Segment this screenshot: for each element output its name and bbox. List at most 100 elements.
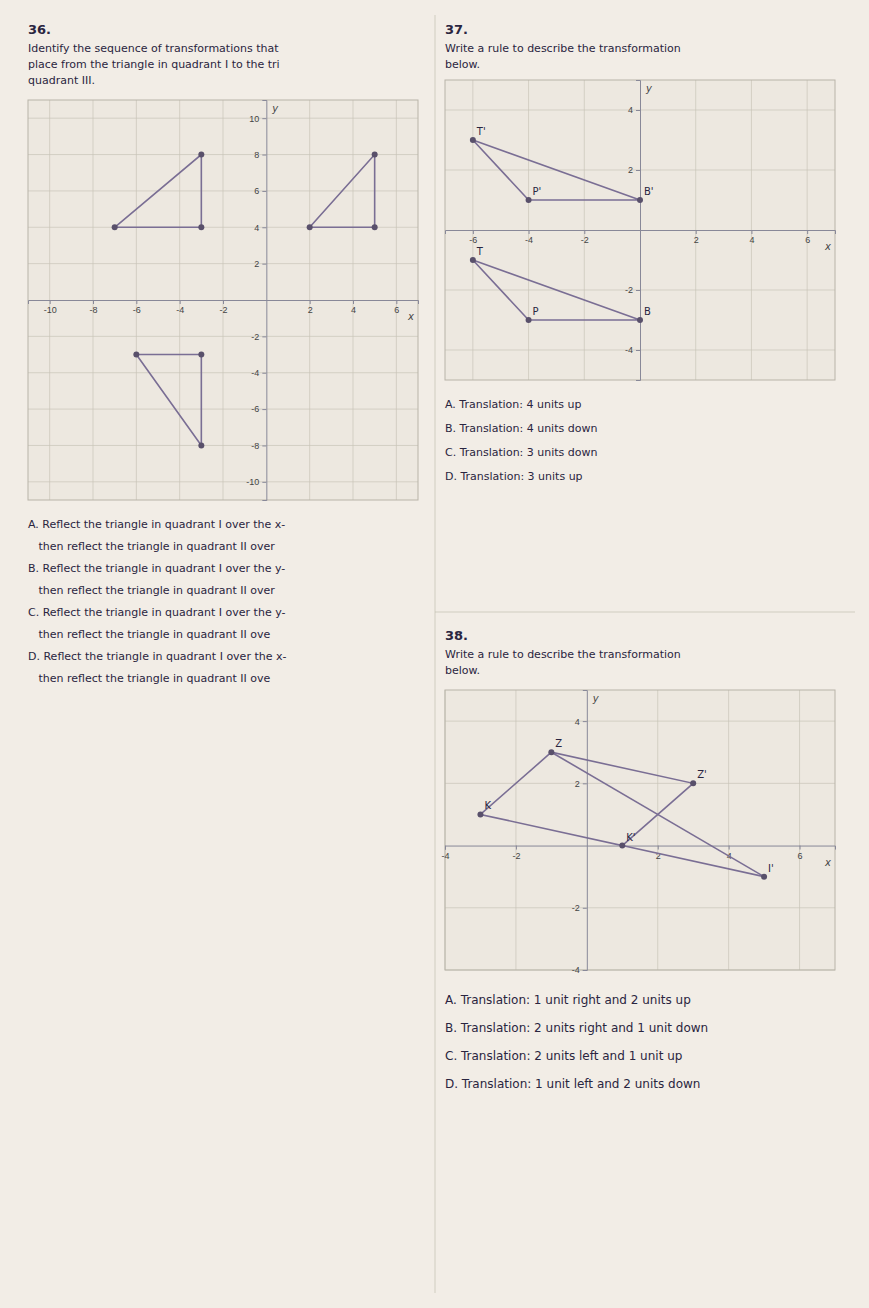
- tick-mark: [636, 350, 640, 351]
- tick: 8: [254, 150, 266, 160]
- tick: -10: [44, 300, 57, 315]
- tick: -4: [525, 230, 533, 245]
- tick-mark: [800, 846, 801, 850]
- tick-label: 6: [798, 851, 803, 861]
- tick-mark: [262, 155, 266, 156]
- polygon: [136, 355, 201, 446]
- tick-label: 4: [575, 716, 580, 726]
- tick: 2: [308, 300, 313, 315]
- marks: [477, 749, 767, 879]
- tick-label: 4: [254, 223, 259, 233]
- marks: [470, 137, 643, 323]
- tick: -10: [246, 477, 266, 487]
- vertex-label: B': [644, 186, 654, 197]
- tick-mark: [93, 300, 94, 304]
- grid-line: [28, 118, 418, 119]
- tick-label: 6: [254, 186, 259, 196]
- vertex-label: I': [768, 863, 774, 874]
- tick: -2: [625, 285, 640, 295]
- title: 36.: [28, 22, 51, 37]
- tick: 2: [575, 779, 587, 789]
- tick: -4: [251, 368, 266, 378]
- question: 38.Write a rule to describe the transfor…: [441, 628, 835, 1091]
- vertex-label: T': [476, 126, 486, 137]
- tick-mark: [353, 300, 354, 304]
- tick: 4: [727, 846, 732, 861]
- vertex-label: K: [484, 800, 491, 811]
- tick-mark: [136, 300, 137, 304]
- plot-background: [28, 100, 418, 500]
- tick-mark: [262, 227, 266, 228]
- tick: 6: [805, 230, 810, 245]
- tick: 2: [628, 165, 640, 175]
- polygon: [480, 752, 693, 845]
- tick: 6: [394, 300, 399, 315]
- tick: -4: [572, 965, 587, 975]
- answer: D. Translation: 1 unit left and 2 units …: [445, 1077, 700, 1091]
- tick-mark: [583, 721, 587, 722]
- divider: [435, 15, 436, 1293]
- vertex: [198, 352, 204, 358]
- tick-label: -2: [512, 851, 520, 861]
- subtitle: Identify the sequence of transformations…: [28, 42, 279, 55]
- point-labels: KZZ'K'I': [484, 738, 773, 873]
- x-axis: -10-8-6-4-2246: [29, 300, 419, 315]
- y-axis-label: y: [271, 103, 279, 114]
- tick-mark: [262, 191, 266, 192]
- axis-line: [636, 81, 641, 381]
- tick: -8: [251, 441, 266, 451]
- page: 36. Identify the sequence of transformati…: [0, 0, 869, 1308]
- tick-label: 6: [805, 235, 810, 245]
- tick: 2: [254, 259, 266, 269]
- plot-background: [445, 80, 835, 380]
- polygon: [473, 140, 640, 200]
- tick-mark: [751, 230, 752, 234]
- tick-label: 4: [749, 235, 754, 245]
- tick-mark: [262, 373, 266, 374]
- vertex: [690, 780, 696, 786]
- tick-mark: [262, 336, 266, 337]
- grid-line: [445, 907, 835, 908]
- subtitle: Write a rule to describe the transformat…: [445, 42, 681, 55]
- tick-label: -2: [251, 332, 259, 342]
- vertex: [470, 137, 476, 143]
- tick-label: 2: [628, 165, 633, 175]
- tick-mark: [50, 300, 51, 304]
- tick: -2: [572, 903, 587, 913]
- answer: B. Translation: 4 units down: [445, 422, 597, 435]
- grid-line: [799, 690, 800, 970]
- axis-line: [262, 101, 267, 501]
- y-axis-label: y: [592, 693, 600, 704]
- answer: A. Reflect the triangle in quadrant I ov…: [28, 518, 285, 531]
- tick-mark: [262, 118, 266, 119]
- grid-line: [28, 154, 418, 155]
- vertex-label: T: [476, 246, 484, 257]
- tick-mark: [516, 846, 517, 850]
- answer: C. Translation: 2 units left and 1 unit …: [445, 1049, 682, 1063]
- tick-mark: [658, 846, 659, 850]
- tick-mark: [445, 846, 446, 850]
- tick-label: -4: [251, 368, 259, 378]
- title: 38.: [445, 628, 468, 643]
- tick-mark: [696, 230, 697, 234]
- grid: [28, 100, 418, 500]
- tick: 10: [249, 114, 266, 124]
- grid-line: [728, 690, 729, 970]
- subtitle: below.: [445, 58, 480, 71]
- plot-background: [445, 690, 835, 970]
- tick-label: -4: [525, 235, 533, 245]
- question: 37.Write a rule to describe the transfor…: [445, 22, 836, 483]
- vertex: [637, 197, 643, 203]
- vertex: [307, 224, 313, 230]
- answer: A. Translation: 4 units up: [445, 398, 581, 411]
- tick-mark: [636, 290, 640, 291]
- divider: [435, 612, 855, 613]
- plot-frame: [28, 100, 418, 500]
- tick-mark: [262, 264, 266, 265]
- tick: -2: [581, 230, 589, 245]
- tick-mark: [262, 409, 266, 410]
- tick-mark: [729, 846, 730, 850]
- tick-mark: [636, 110, 640, 111]
- axis-line: [583, 691, 588, 971]
- tick: 4: [254, 223, 266, 233]
